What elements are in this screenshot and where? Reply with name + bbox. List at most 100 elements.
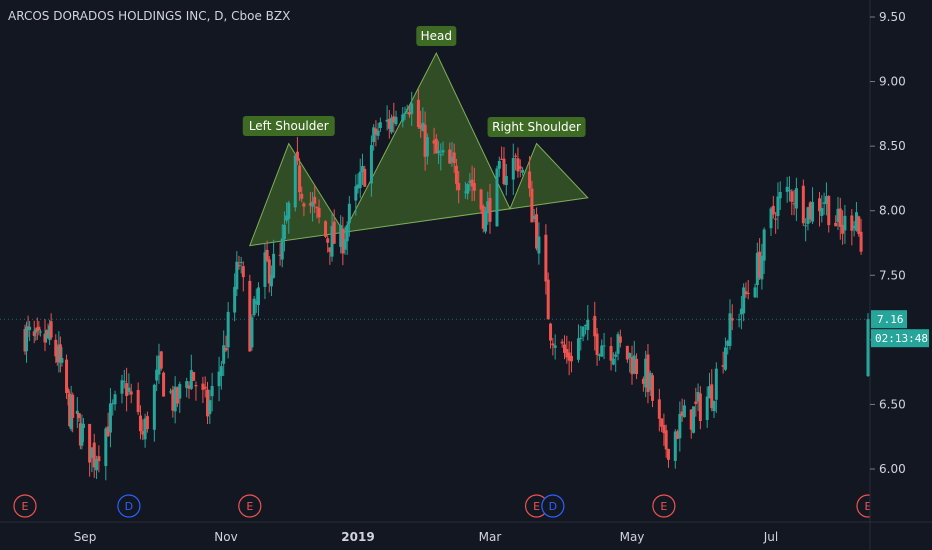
candle bbox=[330, 214, 334, 262]
candle-body bbox=[792, 203, 796, 205]
candle bbox=[771, 195, 775, 219]
candle bbox=[481, 204, 485, 233]
candle-body bbox=[514, 155, 518, 157]
candle-body bbox=[308, 203, 312, 206]
candle bbox=[122, 369, 126, 389]
candle bbox=[758, 238, 762, 281]
candle bbox=[488, 183, 492, 234]
candle-body bbox=[723, 347, 727, 370]
candle bbox=[141, 419, 145, 441]
candle bbox=[189, 354, 193, 391]
candle bbox=[311, 192, 315, 222]
earnings-event-icon[interactable]: E bbox=[652, 494, 676, 518]
candle bbox=[252, 296, 256, 317]
candle-body bbox=[345, 225, 349, 242]
dividend-event-icon[interactable]: D bbox=[117, 494, 141, 518]
candle bbox=[78, 413, 82, 450]
candle-body bbox=[753, 287, 757, 298]
candle bbox=[138, 405, 142, 440]
candle bbox=[88, 423, 92, 477]
candle bbox=[35, 317, 39, 340]
time-axis-label: Sep bbox=[74, 530, 97, 544]
candle bbox=[250, 314, 254, 351]
candle bbox=[423, 111, 427, 171]
candle bbox=[593, 301, 597, 351]
event-letter: E bbox=[660, 500, 667, 513]
last-price-tag[interactable]: 7.16 bbox=[871, 310, 907, 329]
pattern-label-right-shoulder[interactable]: Right Shoulder bbox=[487, 117, 586, 137]
candle-body bbox=[439, 154, 443, 156]
candle-body bbox=[595, 333, 599, 356]
candle-body bbox=[696, 392, 700, 402]
candle-body bbox=[95, 459, 99, 471]
candle-body bbox=[185, 381, 189, 388]
earnings-event-icon[interactable]: E bbox=[238, 494, 262, 518]
candle bbox=[614, 351, 618, 372]
candle-body bbox=[419, 124, 423, 129]
candle bbox=[434, 134, 438, 154]
candle bbox=[363, 165, 367, 188]
candle bbox=[313, 185, 317, 214]
candle-body bbox=[452, 152, 456, 164]
candle-body bbox=[726, 340, 730, 346]
candle-body bbox=[484, 211, 488, 232]
head-and-shoulders-pattern[interactable]: Left Shoulder Head Right Shoulder bbox=[242, 26, 589, 247]
candle bbox=[806, 206, 810, 231]
candle-body bbox=[206, 389, 210, 417]
pattern-label-text: Right Shoulder bbox=[492, 120, 581, 134]
candle-body bbox=[801, 185, 805, 224]
candle-body bbox=[581, 326, 585, 337]
earnings-event-icon[interactable]: E bbox=[13, 494, 37, 518]
candle bbox=[567, 341, 571, 376]
pattern-label-head[interactable]: Head bbox=[416, 26, 457, 46]
candle bbox=[390, 114, 394, 135]
candle-body bbox=[500, 158, 504, 160]
dividend-event-icon[interactable]: D bbox=[541, 494, 565, 518]
candle bbox=[516, 147, 520, 178]
candle-body bbox=[660, 418, 664, 427]
candle bbox=[822, 192, 826, 215]
candle-body bbox=[852, 225, 856, 229]
candle bbox=[58, 336, 62, 373]
candle-body bbox=[537, 236, 541, 254]
candle bbox=[698, 386, 702, 430]
time-axis-label: 2019 bbox=[341, 530, 374, 544]
candle bbox=[595, 328, 599, 366]
candle bbox=[790, 189, 794, 216]
pattern-label-left-shoulder[interactable]: Left Shoulder bbox=[242, 116, 335, 136]
time-axis-label: Jul bbox=[763, 530, 778, 544]
candle bbox=[651, 372, 655, 408]
candle-body bbox=[280, 238, 284, 260]
candle bbox=[535, 207, 539, 251]
candle bbox=[744, 282, 748, 298]
candle bbox=[664, 424, 668, 458]
candle-body bbox=[125, 383, 129, 396]
earnings-event-icon[interactable]: E bbox=[524, 494, 549, 518]
candle-body bbox=[313, 196, 317, 204]
candle bbox=[248, 274, 252, 352]
candle-body bbox=[358, 171, 362, 188]
candle bbox=[630, 345, 634, 385]
time-axis-label: Mar bbox=[479, 530, 502, 544]
candle bbox=[235, 251, 239, 296]
candle bbox=[328, 247, 332, 265]
candle bbox=[360, 153, 364, 185]
candle bbox=[392, 102, 396, 133]
candle-body bbox=[226, 311, 230, 348]
candle-body bbox=[394, 116, 398, 125]
candle-body bbox=[339, 225, 343, 247]
candle-body bbox=[224, 347, 228, 351]
candle bbox=[859, 218, 863, 255]
candle bbox=[511, 143, 515, 195]
event-letter: E bbox=[865, 500, 872, 513]
candle bbox=[75, 397, 79, 429]
candle bbox=[657, 388, 661, 432]
candle-body bbox=[390, 117, 394, 133]
candle bbox=[569, 341, 573, 373]
candle-body bbox=[141, 431, 145, 435]
candle bbox=[46, 323, 50, 339]
price-axis-panel[interactable] bbox=[870, 0, 932, 522]
candle-body bbox=[267, 259, 271, 284]
candle-body bbox=[586, 319, 590, 330]
